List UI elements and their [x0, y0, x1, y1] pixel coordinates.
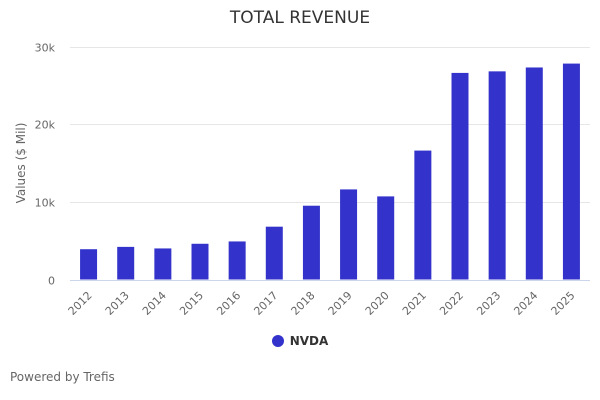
y-tick-label: 10k [35, 197, 56, 210]
bar-2024 [525, 67, 543, 280]
legend[interactable]: NVDA [0, 334, 600, 348]
bar-2017 [265, 226, 283, 280]
x-tick-label: 2015 [177, 289, 206, 318]
x-tick-label: 2018 [289, 289, 318, 318]
bar-2012 [80, 249, 98, 280]
x-tick-label: 2023 [474, 289, 503, 318]
legend-marker-nvda [271, 335, 284, 347]
x-tick-label: 2013 [103, 289, 132, 318]
x-tick-label: 2016 [214, 289, 243, 318]
x-tick-label: 2021 [400, 289, 429, 318]
x-tick-label: 2019 [326, 289, 355, 318]
bar-2016 [228, 241, 246, 280]
x-tick-label: 2012 [66, 289, 95, 318]
x-tick-label: 2014 [140, 289, 169, 318]
bar-2018 [302, 205, 320, 280]
powered-by-credit[interactable]: Powered by Trefis [10, 370, 115, 384]
x-tick-label: 2025 [549, 289, 578, 318]
y-axis-title: Values ($ Mil) [14, 123, 28, 204]
bar-2023 [488, 71, 506, 280]
y-tick-label: 20k [35, 119, 56, 132]
chart-title: TOTAL REVENUE [229, 8, 371, 28]
bar-2022 [451, 72, 469, 280]
x-tick-label: 2024 [511, 289, 540, 318]
bar-2020 [377, 196, 395, 280]
y-tick-label: 30k [35, 42, 56, 55]
x-tick-label: 2017 [251, 289, 280, 318]
x-tick-label: 2020 [363, 289, 392, 318]
bar-2019 [340, 189, 358, 280]
x-tick-label: 2022 [437, 289, 466, 318]
bar-2013 [117, 246, 135, 280]
legend-label-nvda: NVDA [289, 334, 329, 348]
bar-2021 [414, 150, 432, 280]
bar-2025 [562, 63, 580, 280]
y-tick-label: 0 [48, 275, 55, 288]
bar-chart: 0 10k 20k 30k Values ($ Mil) 2012 2013 2014 2015… [14, 42, 590, 318]
bar-2015 [191, 243, 209, 280]
bar-2014 [154, 248, 172, 280]
